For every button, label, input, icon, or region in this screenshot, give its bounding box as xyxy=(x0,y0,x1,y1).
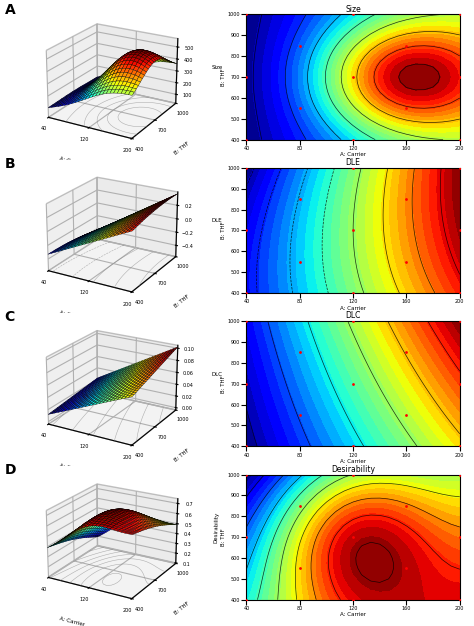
Text: C: C xyxy=(5,310,15,324)
Y-axis label: B: THF: B: THF xyxy=(221,222,227,239)
Point xyxy=(456,135,464,145)
X-axis label: A: Carrier: A: Carrier xyxy=(340,612,366,617)
X-axis label: A: Carrier: A: Carrier xyxy=(340,459,366,464)
Point xyxy=(296,347,303,357)
Point xyxy=(349,135,357,145)
X-axis label: A: Carrier: A: Carrier xyxy=(59,617,85,626)
Point xyxy=(403,103,410,113)
Point xyxy=(296,563,303,573)
Point xyxy=(456,225,464,235)
Point xyxy=(243,470,250,480)
Point xyxy=(243,225,250,235)
Point xyxy=(456,163,464,173)
Point xyxy=(349,316,357,326)
Title: Desirability: Desirability xyxy=(331,464,375,474)
Point xyxy=(296,410,303,420)
Point xyxy=(296,501,303,511)
X-axis label: A: Carrier: A: Carrier xyxy=(59,463,85,475)
X-axis label: A: Carrier: A: Carrier xyxy=(59,156,85,168)
Title: DLC: DLC xyxy=(346,311,361,321)
Title: Size: Size xyxy=(345,4,361,14)
Y-axis label: B: THF: B: THF xyxy=(174,601,191,616)
Point xyxy=(349,595,357,605)
Point xyxy=(243,72,250,82)
Point xyxy=(243,9,250,19)
Point xyxy=(349,532,357,542)
Point xyxy=(456,72,464,82)
Y-axis label: B: THF: B: THF xyxy=(221,375,227,393)
Point xyxy=(456,470,464,480)
Point xyxy=(296,103,303,113)
Text: B: B xyxy=(5,156,15,170)
Point xyxy=(243,163,250,173)
Point xyxy=(349,225,357,235)
Y-axis label: B: THF: B: THF xyxy=(174,141,191,156)
Point xyxy=(243,441,250,451)
Point xyxy=(349,379,357,389)
Point xyxy=(349,9,357,19)
Point xyxy=(403,41,410,51)
Text: D: D xyxy=(5,463,16,477)
Y-axis label: B: THF: B: THF xyxy=(221,528,227,546)
Point xyxy=(243,288,250,298)
Title: DLE: DLE xyxy=(346,158,361,167)
Y-axis label: B: THF: B: THF xyxy=(221,68,227,86)
Point xyxy=(456,441,464,451)
Point xyxy=(403,194,410,204)
Point xyxy=(456,532,464,542)
Y-axis label: B: THF: B: THF xyxy=(174,448,191,463)
Point xyxy=(349,72,357,82)
Point xyxy=(456,9,464,19)
X-axis label: A: Carrier: A: Carrier xyxy=(59,310,85,321)
Point xyxy=(403,501,410,511)
Point xyxy=(456,288,464,298)
Point xyxy=(403,563,410,573)
Point xyxy=(243,532,250,542)
Text: A: A xyxy=(5,3,16,17)
Point xyxy=(456,379,464,389)
Point xyxy=(456,316,464,326)
Point xyxy=(243,135,250,145)
Point xyxy=(349,163,357,173)
Point xyxy=(349,470,357,480)
Point xyxy=(243,595,250,605)
Point xyxy=(456,595,464,605)
Point xyxy=(296,41,303,51)
Point xyxy=(403,410,410,420)
Point xyxy=(296,194,303,204)
X-axis label: A: Carrier: A: Carrier xyxy=(340,152,366,157)
Point xyxy=(296,257,303,267)
X-axis label: A: Carrier: A: Carrier xyxy=(340,305,366,310)
Point xyxy=(349,288,357,298)
Point xyxy=(243,316,250,326)
Point xyxy=(403,347,410,357)
Y-axis label: B: THF: B: THF xyxy=(174,294,191,309)
Point xyxy=(349,441,357,451)
Point xyxy=(403,257,410,267)
Point xyxy=(243,379,250,389)
